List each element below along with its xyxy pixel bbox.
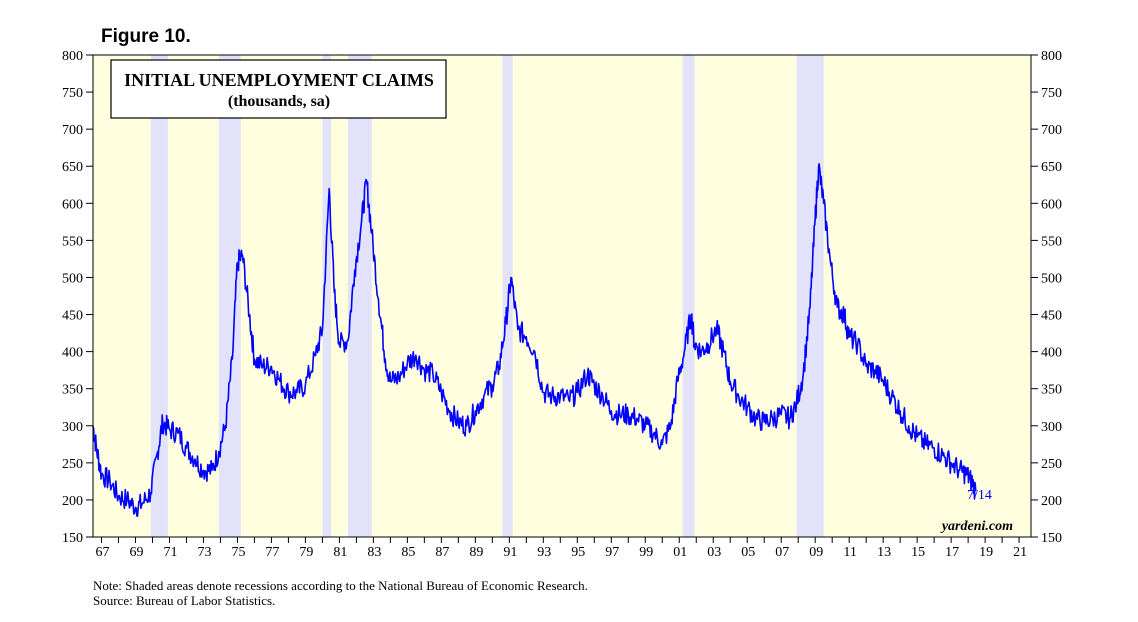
x-tick-label: 93 <box>537 545 551 560</box>
x-tick-label: 69 <box>129 545 143 560</box>
x-tick-label: 21 <box>1013 545 1027 560</box>
recession-band <box>347 55 372 537</box>
x-tick-label: 97 <box>605 545 619 560</box>
recession-band <box>322 55 331 537</box>
y-tick-label-left: 400 <box>62 346 83 361</box>
x-tick-label: 81 <box>333 545 347 560</box>
y-tick-label-left: 650 <box>62 160 83 175</box>
x-tick-label: 19 <box>979 545 993 560</box>
x-tick-label: 85 <box>401 545 415 560</box>
source-line: Source: Bureau of Labor Statistics. <box>93 593 276 608</box>
y-tick-label-left: 150 <box>62 531 83 546</box>
watermark: yardeni.com <box>940 519 1013 534</box>
x-tick-label: 95 <box>571 545 585 560</box>
end-date-label: 7/14 <box>967 488 992 503</box>
x-tick-label: 91 <box>503 545 517 560</box>
plot-background <box>93 55 1031 537</box>
x-tick-label: 15 <box>911 545 925 560</box>
x-tick-label: 67 <box>95 545 109 560</box>
y-tick-label-left: 600 <box>62 197 83 212</box>
y-tick-label-left: 550 <box>62 234 83 249</box>
chart-subtitle: (thousands, sa) <box>228 93 330 110</box>
series-layer <box>92 163 977 518</box>
x-tick-label: 83 <box>367 545 381 560</box>
y-tick-label-right: 700 <box>1041 123 1062 138</box>
x-tick-label: 79 <box>299 545 313 560</box>
y-tick-label-right: 800 <box>1041 49 1062 64</box>
y-tick-label-left: 200 <box>62 494 83 509</box>
y-tick-label-right: 200 <box>1041 494 1062 509</box>
y-tick-label-right: 150 <box>1041 531 1062 546</box>
footnote: Note: Shaded areas denote recessions acc… <box>93 578 588 608</box>
y-tick-label-left: 800 <box>62 49 83 64</box>
figure-label: Figure 10. <box>101 26 191 47</box>
plot-frame <box>92 54 1032 538</box>
x-tick-label: 03 <box>707 545 721 560</box>
recession-band <box>150 55 168 537</box>
y-tick-label-left: 450 <box>62 309 83 324</box>
x-tick-label: 17 <box>945 545 959 560</box>
y-tick-label-right: 550 <box>1041 234 1062 249</box>
y-tick-label-right: 350 <box>1041 383 1062 398</box>
chart-title: INITIAL UNEMPLOYMENT CLAIMS <box>124 70 434 90</box>
x-tick-label: 87 <box>435 545 449 560</box>
y-tick-label-right: 400 <box>1041 346 1062 361</box>
y-tick-label-right: 750 <box>1041 86 1062 101</box>
x-tick-label: 71 <box>163 545 177 560</box>
y-tick-label-right: 450 <box>1041 309 1062 324</box>
x-tick-label: 75 <box>231 545 245 560</box>
note-line: Note: Shaded areas denote recessions acc… <box>93 578 588 593</box>
axes: 150 150 200 200 250 250 300 300 350 350 400 400 450 4… <box>62 49 1062 560</box>
y-tick-label-right: 250 <box>1041 457 1062 472</box>
x-tick-label: 09 <box>809 545 823 560</box>
x-tick-label: 89 <box>469 545 483 560</box>
y-tick-label-left: 750 <box>62 86 83 101</box>
x-tick-label: 07 <box>775 545 789 560</box>
x-tick-label: 01 <box>673 545 687 560</box>
y-tick-label-left: 350 <box>62 383 83 398</box>
claims-series-line <box>92 163 977 518</box>
x-tick-label: 99 <box>639 545 653 560</box>
recession-band <box>218 55 241 537</box>
x-tick-label: 73 <box>197 545 211 560</box>
x-tick-label: 11 <box>843 545 856 560</box>
y-tick-label-right: 500 <box>1041 271 1062 286</box>
y-tick-label-right: 600 <box>1041 197 1062 212</box>
x-tick-label: 77 <box>265 545 279 560</box>
recession-band <box>682 55 695 537</box>
y-tick-label-left: 500 <box>62 271 83 286</box>
x-tick-label: 13 <box>877 545 891 560</box>
x-tick-label: 05 <box>741 545 755 560</box>
y-tick-label-left: 300 <box>62 420 83 435</box>
title-box <box>110 59 447 119</box>
y-tick-label-right: 300 <box>1041 420 1062 435</box>
y-tick-label-right: 650 <box>1041 160 1062 175</box>
y-tick-label-left: 250 <box>62 457 83 472</box>
y-tick-label-left: 700 <box>62 123 83 138</box>
